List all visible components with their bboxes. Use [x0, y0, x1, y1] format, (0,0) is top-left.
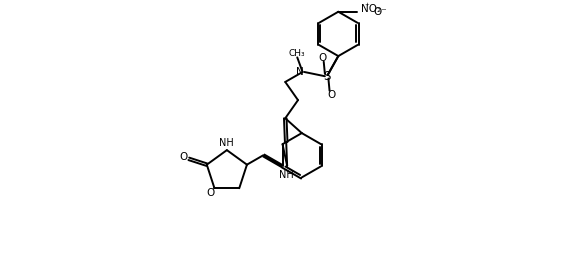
Text: NO₂: NO₂	[361, 4, 381, 14]
Text: ⁺: ⁺	[364, 2, 369, 11]
Text: NH: NH	[220, 138, 234, 148]
Text: NH: NH	[280, 170, 294, 180]
Text: S: S	[323, 70, 331, 83]
Text: O: O	[318, 53, 326, 62]
Text: O: O	[180, 152, 188, 162]
Text: O⁻: O⁻	[373, 7, 387, 17]
Text: CH₃: CH₃	[289, 49, 305, 58]
Text: O: O	[327, 90, 335, 100]
Text: N: N	[296, 67, 304, 77]
Text: O: O	[206, 188, 215, 198]
